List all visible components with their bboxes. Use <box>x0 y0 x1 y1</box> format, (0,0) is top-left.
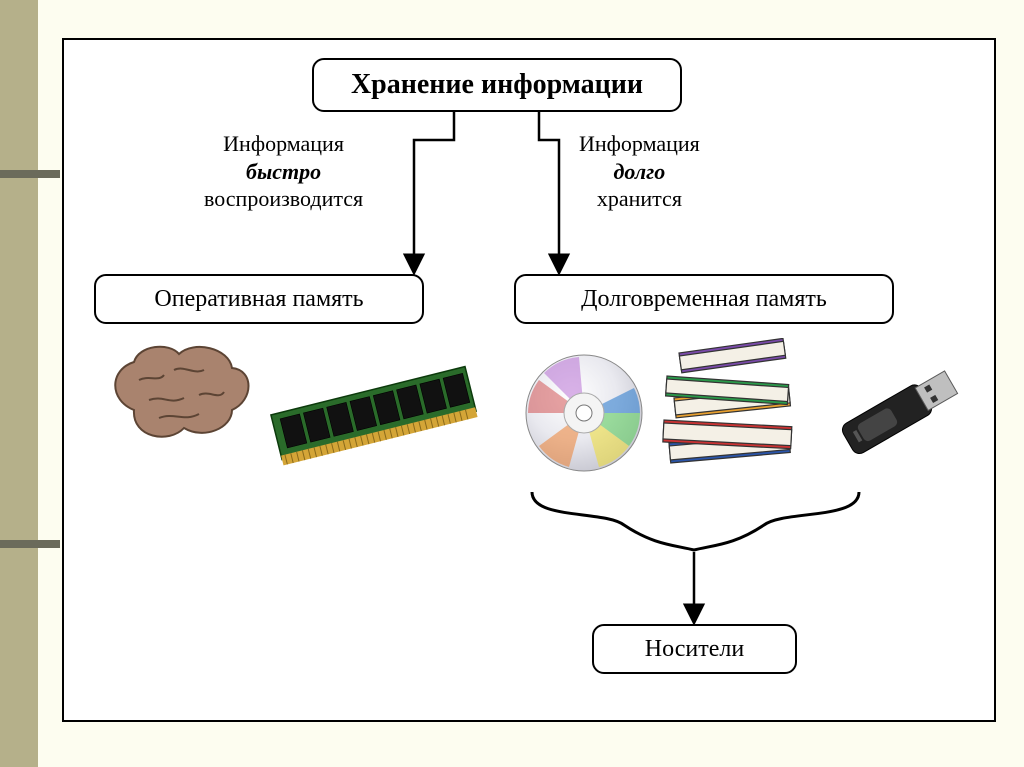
label-left: Информация быстро воспроизводится <box>204 130 363 213</box>
edge-title-to-lt <box>539 112 559 272</box>
node-op-memory: Оперативная память <box>94 274 424 324</box>
node-carriers: Носители <box>592 624 797 674</box>
label-right-line3: хранится <box>597 186 682 211</box>
sidebar-stripe <box>0 0 38 767</box>
node-lt-memory-label: Долговременная память <box>581 286 827 313</box>
grouping-bracket <box>532 492 859 550</box>
diagram-frame: Хранение информации Оперативная память Д… <box>62 38 996 722</box>
node-carriers-label: Носители <box>645 636 744 663</box>
node-title-label: Хранение информации <box>351 69 643 101</box>
sidebar-accent-bottom <box>0 540 60 548</box>
books-icon <box>649 338 814 483</box>
label-left-line1: Информация <box>223 131 344 156</box>
label-left-line2: быстро <box>246 159 321 184</box>
brain-icon <box>104 340 254 450</box>
usb-icon <box>824 350 974 470</box>
edge-title-to-op <box>414 112 454 272</box>
label-right: Информация долго хранится <box>579 130 700 213</box>
label-left-line3: воспроизводится <box>204 186 363 211</box>
node-lt-memory: Долговременная память <box>514 274 894 324</box>
sidebar-accent-top <box>0 170 60 178</box>
label-right-line2: долго <box>614 159 666 184</box>
node-op-memory-label: Оперативная память <box>154 286 363 313</box>
cd-icon <box>519 348 649 478</box>
node-title: Хранение информации <box>312 58 682 112</box>
label-right-line1: Информация <box>579 131 700 156</box>
ram-icon <box>264 360 484 470</box>
